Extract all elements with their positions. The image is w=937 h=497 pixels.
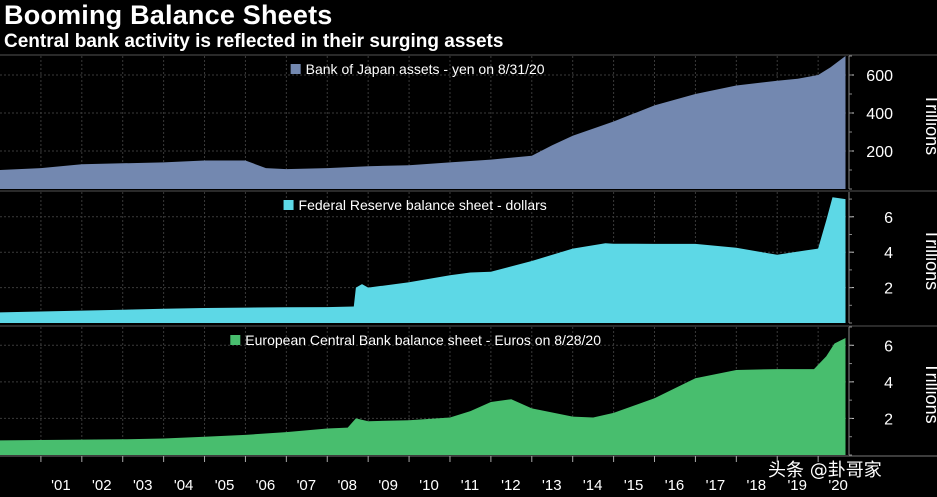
x-tick-label: '10 [419,477,439,494]
x-tick-label: '12 [501,477,521,494]
y-tick-label: 2 [884,411,893,428]
legend-swatch [290,64,301,74]
x-tick-label: '08 [337,477,357,494]
y-tick-label: 600 [866,68,893,85]
x-tick-label: '19 [787,477,807,494]
unit-label: Trillions [922,362,937,423]
x-tick-label: '15 [624,477,644,494]
watermark-text: 头条 @卦哥家 [768,460,882,481]
x-tick-label: '14 [583,477,603,494]
x-tick-label: '18 [747,477,767,494]
y-tick-label: 4 [884,245,893,262]
y-tick-label: 400 [866,106,893,123]
unit-label: Trillions [922,229,937,290]
x-tick-label: '20 [828,477,848,494]
chart-subtitle: Central bank activity is reflected in th… [4,31,504,52]
x-tick-label: '17 [706,477,726,494]
y-tick-label: 2 [884,281,893,298]
legend-swatch [230,335,241,345]
x-tick-label: '09 [378,477,398,494]
legend-label: European Central Bank balance sheet - Eu… [245,332,601,348]
chart-title: Booming Balance Sheets [4,0,333,30]
x-tick-label: '13 [542,477,562,494]
series-area-2 [0,197,846,323]
legend-swatch [283,200,294,210]
x-tick-label: '11 [461,477,479,494]
x-tick-label: '06 [256,477,276,494]
legend-label: Federal Reserve balance sheet - dollars [299,197,547,213]
x-tick-label: '01 [51,477,71,494]
x-tick-label: '02 [92,477,112,494]
legend-label: Bank of Japan assets - yen on 8/31/20 [306,61,545,77]
unit-label: Trillions [922,94,937,155]
x-tick-label: '16 [665,477,685,494]
y-tick-label: 200 [866,144,893,161]
x-tick-label: '03 [133,477,153,494]
x-tick-label: '07 [297,477,317,494]
y-tick-label: 4 [884,375,893,392]
y-tick-label: 6 [884,338,893,355]
x-tick-label: '05 [215,477,235,494]
x-tick-label: '04 [174,477,194,494]
series-area-1 [0,56,846,189]
series-area-3 [0,338,846,455]
y-tick-label: 6 [884,210,893,227]
